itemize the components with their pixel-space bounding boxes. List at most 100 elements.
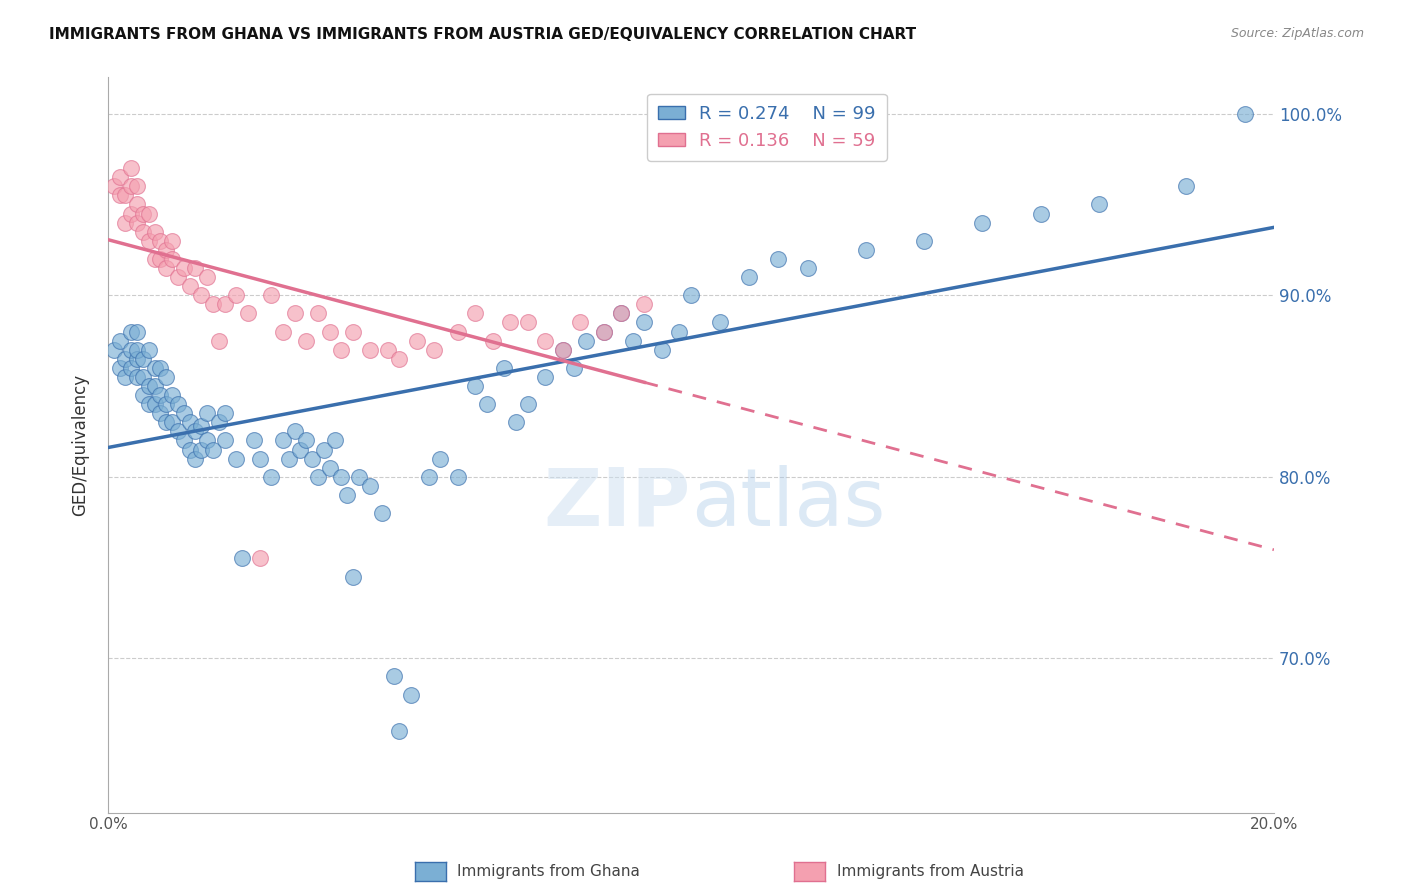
Point <box>120 360 142 375</box>
Point <box>1029 206 1052 220</box>
Point <box>231 551 253 566</box>
Point <box>127 351 149 366</box>
Point <box>155 370 177 384</box>
Point <box>382 669 405 683</box>
Point <box>283 306 305 320</box>
Point <box>155 415 177 429</box>
Point <box>184 260 207 275</box>
Point <box>201 442 224 457</box>
Point <box>336 488 359 502</box>
Legend: R = 0.274    N = 99, R = 0.136    N = 59: R = 0.274 N = 99, R = 0.136 N = 59 <box>647 94 887 161</box>
Point <box>307 306 329 320</box>
Point <box>796 260 818 275</box>
Point <box>249 451 271 466</box>
Point <box>271 434 294 448</box>
Point <box>551 343 574 357</box>
Point <box>108 170 131 185</box>
Point <box>406 334 429 348</box>
Point <box>149 406 172 420</box>
Point <box>855 243 877 257</box>
Point <box>195 434 218 448</box>
Point <box>214 297 236 311</box>
Point <box>149 234 172 248</box>
Point <box>342 325 364 339</box>
Point <box>429 451 451 466</box>
Point <box>114 370 136 384</box>
Point <box>283 425 305 439</box>
Point <box>592 325 614 339</box>
Point <box>103 343 125 357</box>
Point <box>318 325 340 339</box>
Point <box>481 334 503 348</box>
Point <box>592 325 614 339</box>
Point <box>301 451 323 466</box>
Point <box>738 270 761 285</box>
Text: IMMIGRANTS FROM GHANA VS IMMIGRANTS FROM AUSTRIA GED/EQUIVALENCY CORRELATION CHA: IMMIGRANTS FROM GHANA VS IMMIGRANTS FROM… <box>49 27 917 42</box>
Point <box>190 442 212 457</box>
Point <box>143 252 166 266</box>
Point <box>575 334 598 348</box>
Point <box>499 316 522 330</box>
Point <box>179 415 201 429</box>
Point <box>475 397 498 411</box>
Point <box>132 388 155 402</box>
Point <box>912 234 935 248</box>
Point <box>249 551 271 566</box>
Point <box>330 343 353 357</box>
Point <box>132 206 155 220</box>
Point <box>127 216 149 230</box>
Point <box>242 434 264 448</box>
Point <box>120 343 142 357</box>
Text: Source: ZipAtlas.com: Source: ZipAtlas.com <box>1230 27 1364 40</box>
Point <box>201 297 224 311</box>
Point <box>651 343 673 357</box>
Point <box>143 360 166 375</box>
Point <box>114 351 136 366</box>
Point <box>225 288 247 302</box>
Point <box>103 179 125 194</box>
Point <box>564 360 586 375</box>
Point <box>1088 197 1111 211</box>
Point <box>127 325 149 339</box>
Y-axis label: GED/Equivalency: GED/Equivalency <box>72 374 89 516</box>
Point <box>127 179 149 194</box>
Point <box>138 397 160 411</box>
Point <box>214 406 236 420</box>
Point <box>534 370 557 384</box>
Point <box>167 425 190 439</box>
Point <box>236 306 259 320</box>
Point <box>371 506 394 520</box>
Point <box>173 434 195 448</box>
Point <box>260 288 283 302</box>
Text: ZIP: ZIP <box>544 465 690 543</box>
Point <box>120 325 142 339</box>
Point <box>494 360 516 375</box>
Point <box>768 252 790 266</box>
Point <box>167 397 190 411</box>
Point <box>155 260 177 275</box>
Point <box>127 197 149 211</box>
Point <box>610 306 633 320</box>
Point <box>610 306 633 320</box>
Point <box>138 379 160 393</box>
Point <box>132 225 155 239</box>
Point <box>120 206 142 220</box>
Point <box>1175 179 1198 194</box>
Point <box>138 206 160 220</box>
Point <box>132 370 155 384</box>
Point <box>208 334 231 348</box>
Point <box>155 243 177 257</box>
Point <box>155 397 177 411</box>
Point <box>190 288 212 302</box>
Point <box>195 406 218 420</box>
Point <box>633 316 655 330</box>
Point <box>621 334 644 348</box>
Point <box>120 161 142 176</box>
Point <box>108 360 131 375</box>
Point <box>160 252 183 266</box>
Point <box>143 397 166 411</box>
Point <box>516 397 538 411</box>
Point <box>388 351 411 366</box>
Point <box>325 434 347 448</box>
Point <box>160 415 183 429</box>
